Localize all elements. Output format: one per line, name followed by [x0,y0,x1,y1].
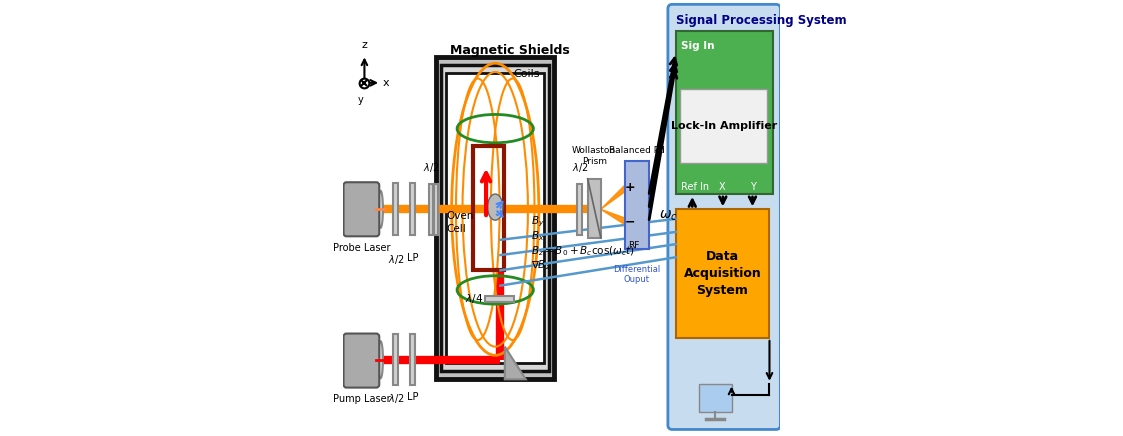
Text: −: − [626,216,636,229]
Text: $\lambda/4$: $\lambda/4$ [465,292,483,305]
Polygon shape [587,179,601,238]
Bar [485,296,513,302]
Bar [410,183,416,235]
Bar [435,184,438,235]
Polygon shape [505,347,526,379]
Text: RF: RF [628,241,639,249]
Bar [429,184,433,235]
Text: Balanced Pd: Balanced Pd [609,146,665,155]
Polygon shape [601,185,624,209]
Polygon shape [601,209,624,225]
Text: $B_x$: $B_x$ [531,230,545,243]
Text: x: x [383,78,390,88]
Bar [441,65,549,371]
Bar [624,161,649,249]
Text: $\lambda/2$: $\lambda/2$ [423,161,440,174]
Ellipse shape [487,194,503,220]
Text: $\lambda/2$: $\lambda/2$ [387,392,404,405]
Bar [410,334,416,385]
Text: Signal Processing System: Signal Processing System [676,14,847,27]
Text: Wollaston
Prism: Wollaston Prism [572,146,617,166]
Text: +: + [626,181,636,194]
Text: Magnetic Shields: Magnetic Shields [450,44,570,58]
Bar [577,184,583,235]
Bar [393,183,399,235]
Text: LP: LP [407,392,418,402]
Bar [681,89,767,164]
Ellipse shape [378,191,383,228]
FancyBboxPatch shape [668,4,780,429]
Text: Sig In: Sig In [681,41,714,51]
Text: Ref In: Ref In [681,182,709,191]
Text: LP: LP [407,253,418,263]
Ellipse shape [369,341,374,378]
Text: Pump Laser: Pump Laser [332,394,390,404]
FancyBboxPatch shape [344,334,380,388]
Text: X: X [719,182,725,191]
Text: z: z [362,40,367,50]
FancyBboxPatch shape [344,182,380,236]
Text: $B_y$: $B_y$ [531,215,545,229]
Text: $B_z = B_0 + B_c\cos(\omega_c t)$: $B_z = B_0 + B_c\cos(\omega_c t)$ [531,244,634,258]
Text: Oven
Cell: Oven Cell [447,211,474,234]
Text: $\lambda/2$: $\lambda/2$ [572,161,588,174]
Text: $\nabla B_z$: $\nabla B_z$ [531,259,551,272]
Bar [676,31,773,194]
Text: y: y [358,95,364,105]
Text: $\lambda/2$: $\lambda/2$ [387,253,404,266]
Bar [676,209,769,338]
Bar [393,334,399,385]
Ellipse shape [378,341,383,378]
Text: Probe Laser: Probe Laser [332,243,390,253]
Bar [447,73,544,363]
Bar [699,384,731,412]
Text: $\boldsymbol{\omega_c}$: $\boldsymbol{\omega_c}$ [659,208,678,223]
Text: Coils: Coils [513,69,540,79]
Text: Differential
Ouput: Differential Ouput [613,265,660,284]
Text: Data
Acquisition
System: Data Acquisition System [684,250,761,297]
Text: Lock-In Amplifier: Lock-In Amplifier [670,122,777,131]
Text: Y: Y [750,182,756,191]
Bar [437,57,554,379]
Bar [474,146,504,270]
Ellipse shape [369,191,374,228]
